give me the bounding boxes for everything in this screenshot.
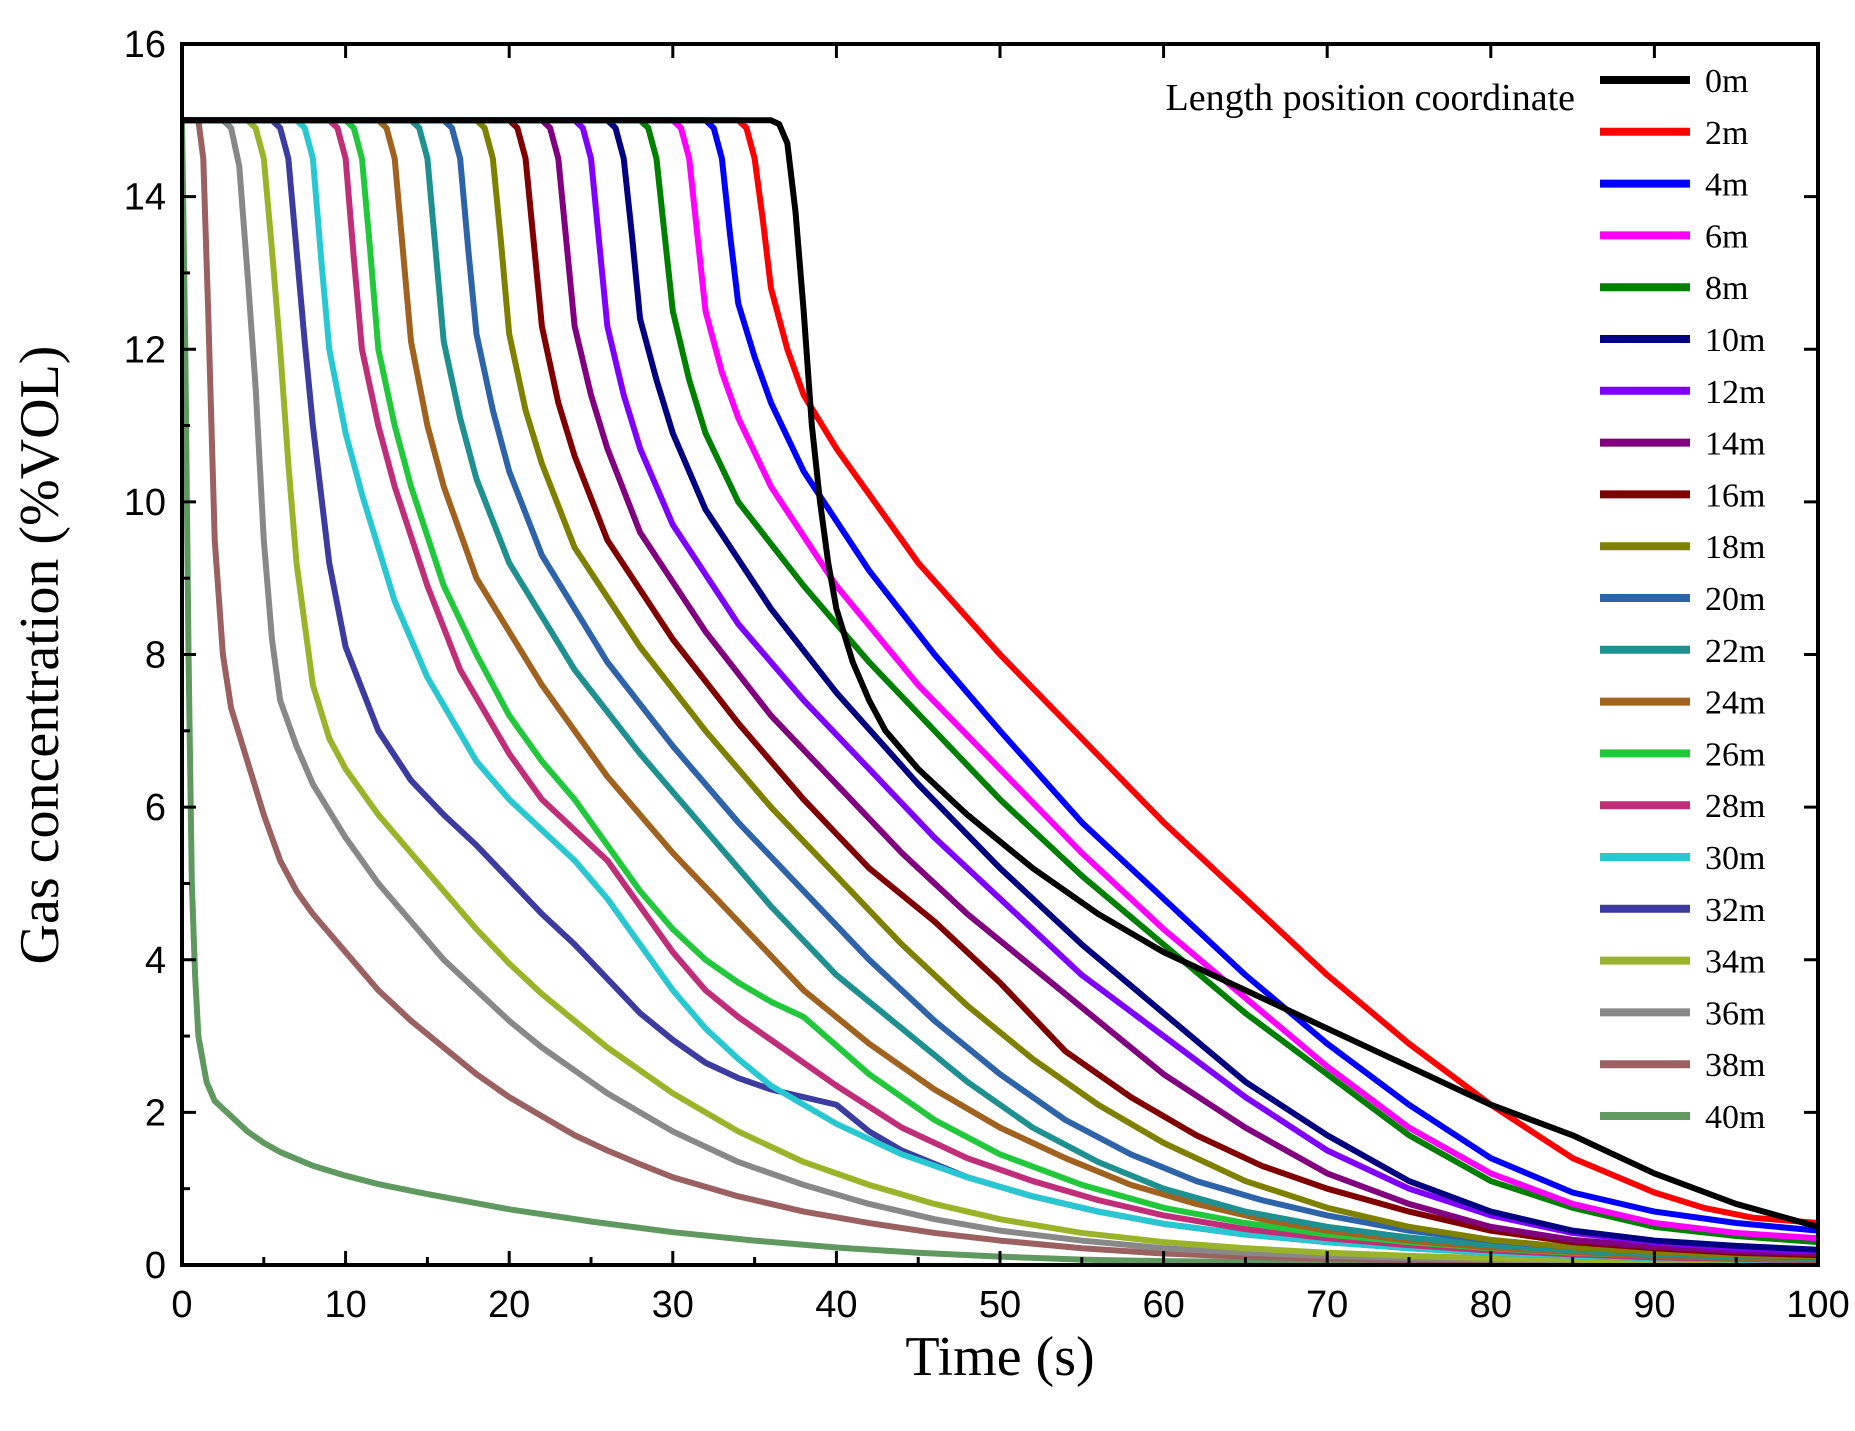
legend-label-38m: 38m xyxy=(1705,1047,1765,1084)
legend-label-40m: 40m xyxy=(1705,1099,1765,1136)
legend-label-20m: 20m xyxy=(1705,581,1765,618)
series-line-4m xyxy=(182,117,1818,1234)
legend-label-16m: 16m xyxy=(1705,477,1765,514)
series-line-32m xyxy=(182,117,1818,1265)
y-tick-label: 10 xyxy=(124,482,166,524)
y-tick-label: 8 xyxy=(145,635,166,677)
series-line-28m xyxy=(182,117,1818,1264)
legend: Length position coordinate 0m 2m 4m 6m 8m 10m… xyxy=(1166,63,1766,1136)
x-tick-label: 70 xyxy=(1306,1284,1348,1326)
x-tick-label: 0 xyxy=(171,1284,192,1326)
series-line-40m xyxy=(182,117,1818,1265)
series-line-34m xyxy=(182,117,1818,1265)
series-line-10m xyxy=(182,117,1818,1253)
y-tick-label: 4 xyxy=(145,940,166,982)
y-tick-label: 14 xyxy=(124,177,166,219)
y-tick-label: 6 xyxy=(145,787,166,829)
series-line-8m xyxy=(182,117,1818,1246)
x-tick-label: 10 xyxy=(324,1284,366,1326)
y-tick-label: 12 xyxy=(124,329,166,371)
legend-label-24m: 24m xyxy=(1705,685,1765,722)
y-axis-title: Gas concentration (%VOL) xyxy=(9,346,71,965)
series-line-0m xyxy=(182,117,1818,1230)
series-line-24m xyxy=(182,117,1818,1263)
series-line-12m xyxy=(182,117,1818,1255)
series-line-22m xyxy=(182,117,1818,1262)
legend-label-22m: 22m xyxy=(1705,633,1765,670)
legend-label-4m: 4m xyxy=(1705,167,1748,204)
series-line-18m xyxy=(182,117,1818,1260)
series-line-38m xyxy=(182,117,1818,1265)
series-line-30m xyxy=(182,117,1818,1265)
legend-label-14m: 14m xyxy=(1705,426,1765,463)
legend-label-32m: 32m xyxy=(1705,892,1765,929)
x-tick-label: 100 xyxy=(1786,1284,1849,1326)
x-tick-label: 90 xyxy=(1633,1284,1675,1326)
legend-label-2m: 2m xyxy=(1705,115,1748,152)
x-tick-label: 80 xyxy=(1470,1284,1512,1326)
y-tick-label: 2 xyxy=(145,1092,166,1134)
legend-label-0m: 0m xyxy=(1705,63,1748,100)
series-line-6m xyxy=(182,117,1818,1242)
series-line-20m xyxy=(182,117,1818,1261)
axis-layer: 0 10 20 30 40 50 60 70 80 90 100 0 2 4 6 8 10 12 14 16 xyxy=(124,24,1850,1326)
legend-label-12m: 12m xyxy=(1705,374,1765,411)
x-tick-label: 20 xyxy=(488,1284,530,1326)
legend-label-10m: 10m xyxy=(1705,322,1765,359)
legend-label-6m: 6m xyxy=(1705,218,1748,255)
legend-label-36m: 36m xyxy=(1705,995,1765,1032)
y-tick-label: 16 xyxy=(124,24,166,66)
series-line-26m xyxy=(182,117,1818,1263)
x-tick-label: 60 xyxy=(1142,1284,1184,1326)
x-axis-title: Time (s) xyxy=(905,1326,1094,1388)
legend-label-26m: 26m xyxy=(1705,736,1765,773)
series-line-14m xyxy=(182,117,1818,1257)
legend-label-30m: 30m xyxy=(1705,840,1765,877)
x-tick-label: 30 xyxy=(652,1284,694,1326)
x-tick-label: 40 xyxy=(815,1284,857,1326)
series-line-36m xyxy=(182,117,1818,1265)
legend-label-8m: 8m xyxy=(1705,270,1748,307)
series-layer xyxy=(182,117,1818,1265)
y-tick-label: 0 xyxy=(145,1245,166,1287)
legend-title: Length position coordinate xyxy=(1166,77,1575,119)
legend-label-18m: 18m xyxy=(1705,529,1765,566)
series-line-16m xyxy=(182,117,1818,1259)
x-tick-label: 50 xyxy=(979,1284,1021,1326)
series-line-2m xyxy=(182,117,1818,1227)
legend-label-28m: 28m xyxy=(1705,788,1765,825)
legend-label-34m: 34m xyxy=(1705,944,1765,981)
